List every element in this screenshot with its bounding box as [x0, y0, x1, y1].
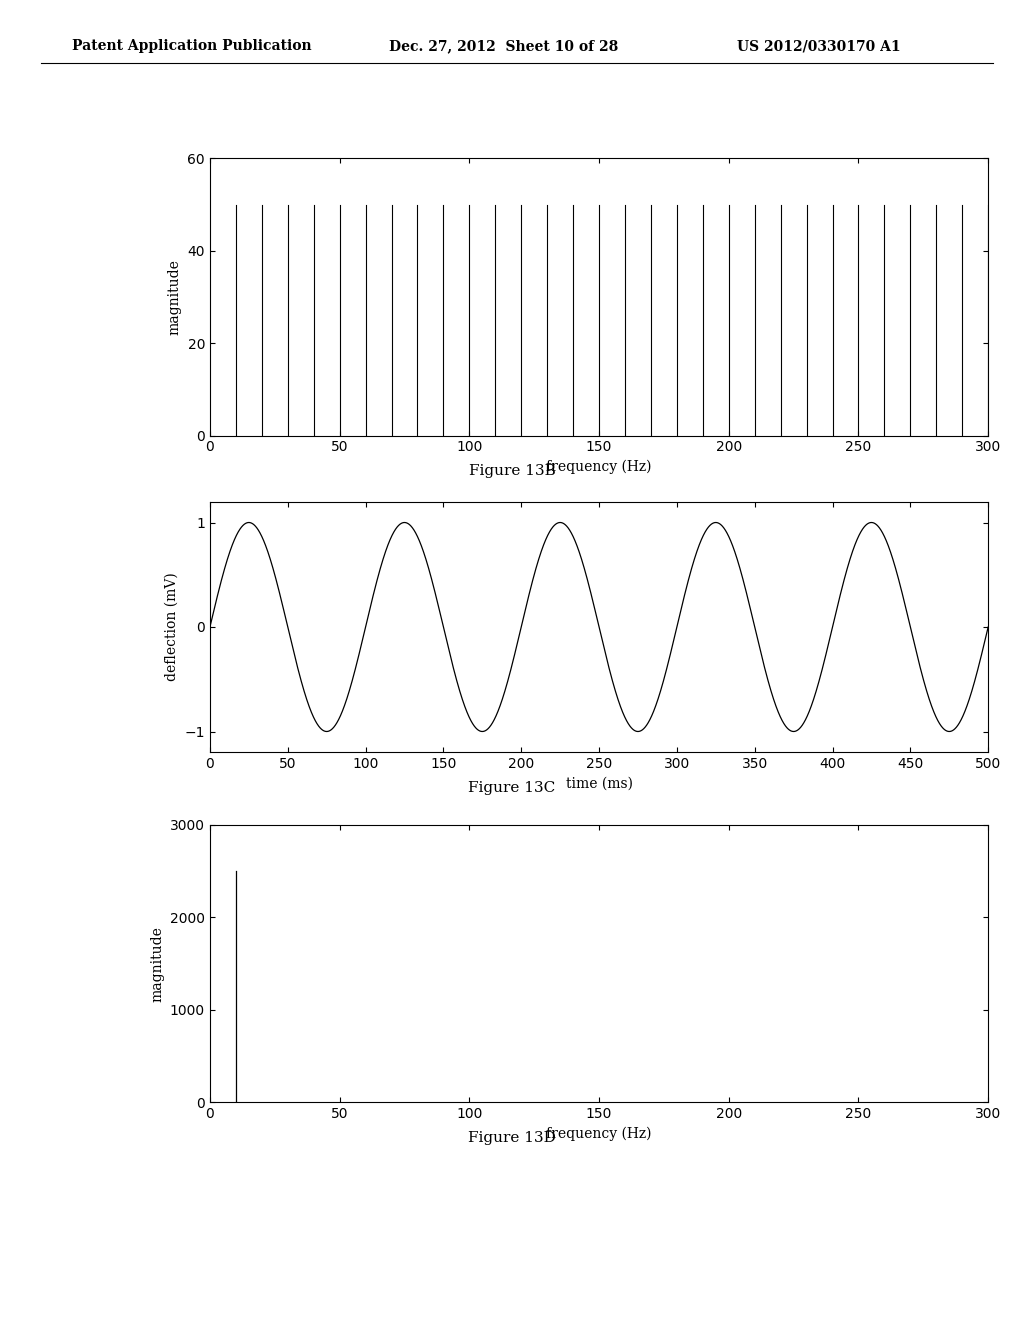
Text: Figure 13B: Figure 13B: [469, 465, 555, 478]
Text: US 2012/0330170 A1: US 2012/0330170 A1: [737, 40, 901, 53]
Text: Figure 13C: Figure 13C: [468, 781, 556, 795]
Y-axis label: magnitude: magnitude: [168, 259, 182, 335]
Text: Figure 13D: Figure 13D: [468, 1131, 556, 1144]
X-axis label: time (ms): time (ms): [565, 776, 633, 791]
X-axis label: frequency (Hz): frequency (Hz): [546, 1126, 652, 1140]
Y-axis label: magnitude: magnitude: [151, 925, 165, 1002]
Text: Patent Application Publication: Patent Application Publication: [72, 40, 311, 53]
Y-axis label: deflection (mV): deflection (mV): [165, 573, 179, 681]
X-axis label: frequency (Hz): frequency (Hz): [546, 459, 652, 474]
Text: Dec. 27, 2012  Sheet 10 of 28: Dec. 27, 2012 Sheet 10 of 28: [389, 40, 618, 53]
